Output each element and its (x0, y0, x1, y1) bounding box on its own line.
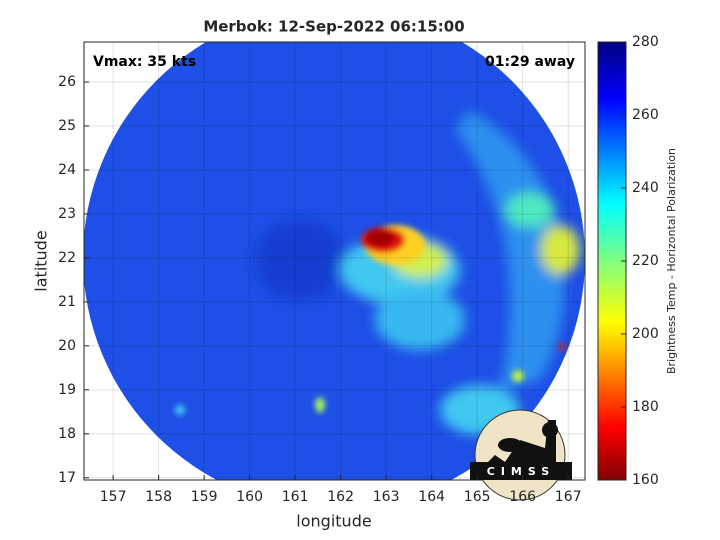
x-tick-label: 164 (418, 489, 445, 505)
core (175, 225, 565, 415)
plot-frame (83, 41, 586, 481)
colorbar-tick-label: 280 (632, 34, 659, 50)
colorbar-tick-label: 220 (632, 253, 659, 269)
colorbar-label: Brightness Temp - Horizontal Polarizatio… (665, 148, 678, 374)
x-tick-label: 157 (100, 489, 127, 505)
x-tick-label: 158 (145, 489, 172, 505)
annotation: Vmax: 35 kts (93, 54, 196, 70)
x-tick-label: 165 (464, 489, 491, 505)
colorbar-tick-label: 200 (632, 326, 659, 342)
y-tick-label: 25 (58, 118, 76, 134)
x-tick-label: 162 (327, 489, 354, 505)
y-tick-label: 22 (58, 250, 76, 266)
x-axis-label: longitude (296, 512, 371, 531)
cimss-logo: CIMSS (470, 409, 572, 501)
y-tick-label: 26 (58, 74, 76, 90)
x-tick-label: 163 (373, 489, 400, 505)
title: Merbok: 12-Sep-2022 06:15:00 (203, 18, 464, 36)
y-tick-label: 20 (58, 338, 76, 354)
colorbar-tick-label: 160 (632, 472, 659, 488)
y-tick-label: 24 (58, 162, 76, 178)
imagery (84, 42, 585, 480)
x-tick-label: 167 (555, 489, 582, 505)
logo-text: CIMSS (487, 465, 555, 478)
colorbar-tick-label: 260 (632, 107, 659, 123)
y-axis-label: latitude (32, 230, 51, 291)
x-tick-label: 159 (191, 489, 218, 505)
y-tick-label: 21 (58, 294, 76, 310)
colorbar-tick-label: 180 (632, 399, 659, 415)
y-tick-label: 18 (58, 426, 76, 442)
x-tick-label: 160 (236, 489, 263, 505)
y-tick-label: 17 (58, 470, 76, 486)
y-tick-label: 19 (58, 382, 76, 398)
colorbar-tick-label: 240 (632, 180, 659, 196)
x-tick-label: 166 (509, 489, 536, 505)
x-tick-label: 161 (282, 489, 309, 505)
annotation: 01:29 away (485, 54, 575, 70)
y-tick-label: 23 (58, 206, 76, 222)
